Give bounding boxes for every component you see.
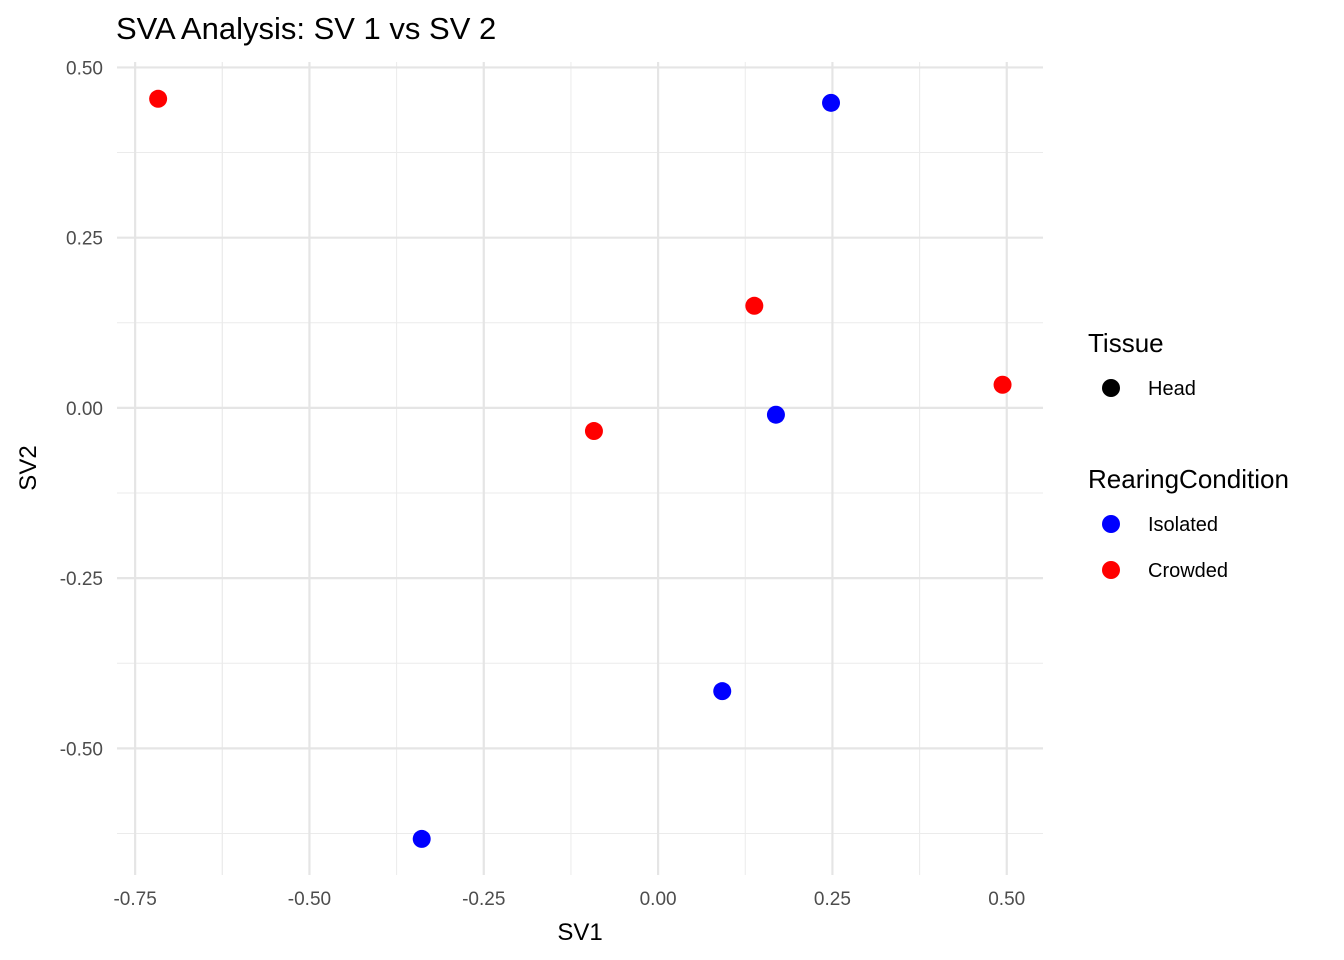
data-point-isolated bbox=[822, 93, 841, 112]
legend-key-head bbox=[1102, 379, 1120, 397]
data-point-isolated bbox=[412, 829, 431, 848]
x-tick-label: 0.25 bbox=[814, 889, 851, 910]
legend-key-isolated bbox=[1102, 515, 1120, 533]
data-point-isolated bbox=[766, 405, 785, 424]
x-tick-label: -0.50 bbox=[288, 889, 331, 910]
y-axis-title: SV2 bbox=[15, 445, 42, 490]
y-tick-label: 0.00 bbox=[66, 399, 103, 420]
chart-title: SVA Analysis: SV 1 vs SV 2 bbox=[116, 11, 496, 46]
legend-title: Tissue bbox=[1088, 328, 1164, 358]
legend-label: Isolated bbox=[1148, 514, 1218, 536]
legend-label: Head bbox=[1148, 378, 1196, 400]
x-tick-label: -0.25 bbox=[462, 889, 505, 910]
data-point-isolated bbox=[713, 682, 732, 701]
legend-label: Crowded bbox=[1148, 560, 1228, 582]
x-tick-label: 0.50 bbox=[988, 889, 1025, 910]
legend-key-crowded bbox=[1102, 561, 1120, 579]
data-point-crowded bbox=[745, 296, 764, 315]
legend-title: RearingCondition bbox=[1088, 464, 1289, 494]
data-point-crowded bbox=[993, 375, 1012, 394]
x-axis-title: SV1 bbox=[557, 919, 602, 946]
y-tick-label: -0.50 bbox=[60, 739, 103, 760]
x-tick-label: -0.75 bbox=[113, 889, 156, 910]
y-tick-label: 0.25 bbox=[66, 229, 103, 250]
data-point-crowded bbox=[584, 422, 603, 441]
y-tick-label: -0.25 bbox=[60, 569, 103, 590]
x-tick-label: 0.00 bbox=[640, 889, 677, 910]
y-tick-label: 0.50 bbox=[66, 58, 103, 79]
data-point-crowded bbox=[149, 89, 168, 108]
